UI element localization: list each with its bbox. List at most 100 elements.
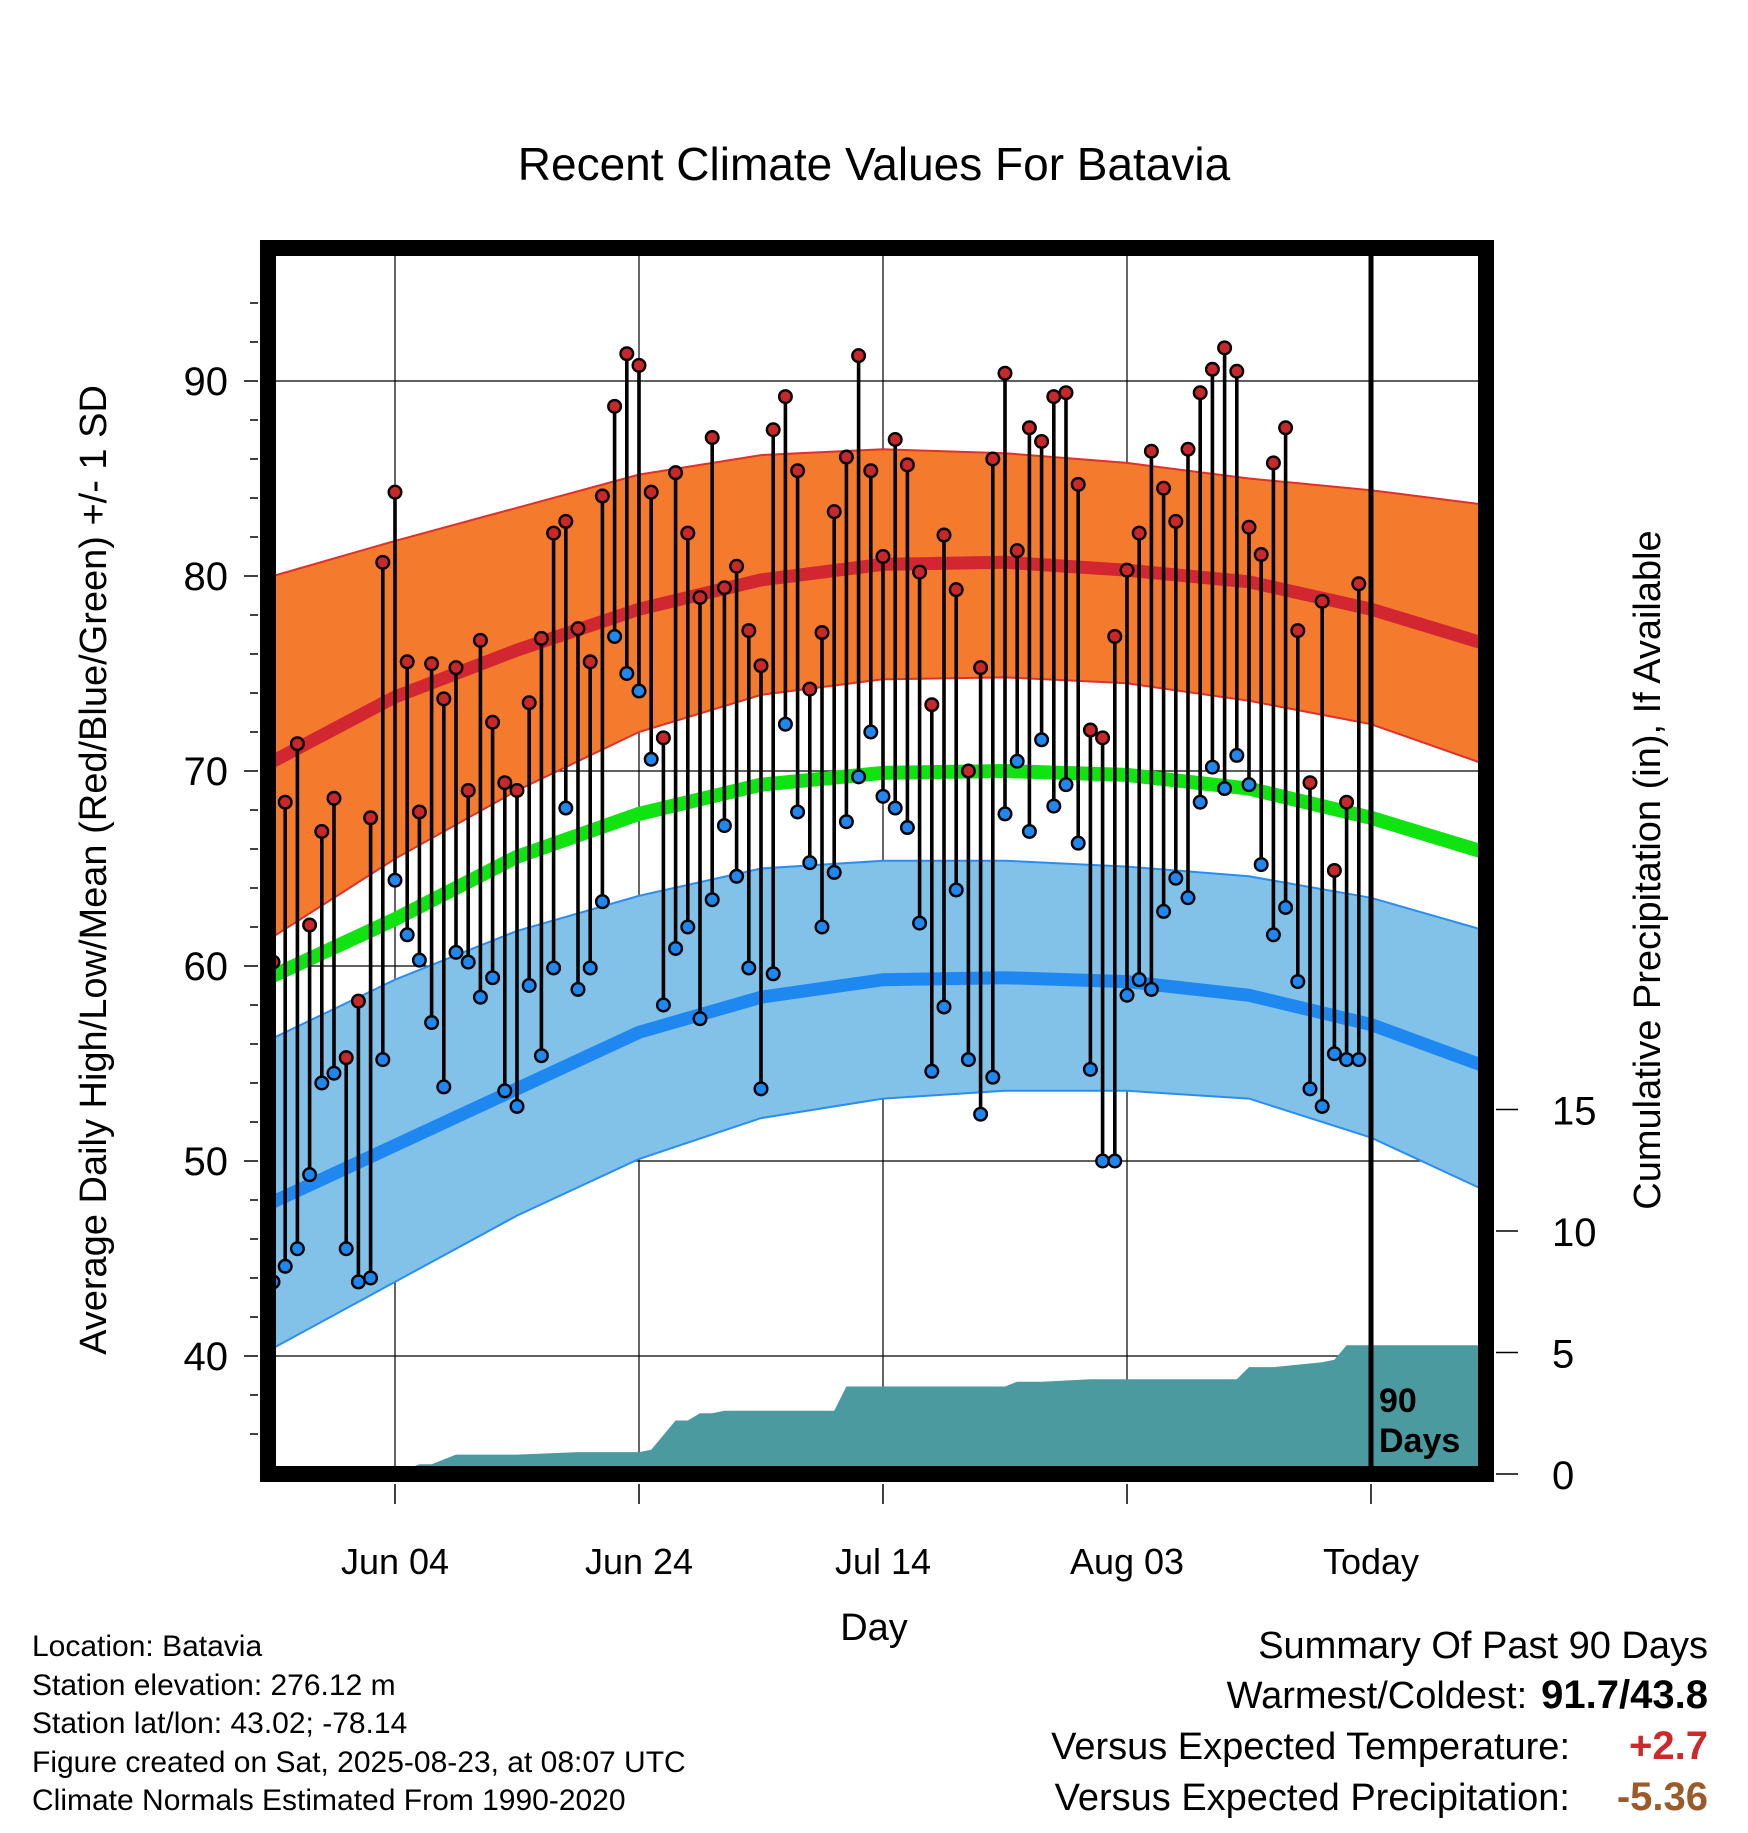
daily-low-point — [777, 716, 793, 732]
daily-low-point — [607, 628, 623, 644]
daily-low-point — [411, 952, 427, 968]
daily-low-point — [1156, 903, 1172, 919]
daily-high-point — [436, 691, 452, 707]
daily-low-point — [704, 892, 720, 908]
daily-high-point — [887, 432, 903, 448]
daily-low-point — [1143, 981, 1159, 997]
daily-low-point — [350, 1274, 366, 1290]
y-tick-label: 80 — [184, 555, 229, 599]
daily-high-point — [338, 1050, 354, 1066]
daily-low-point — [1265, 927, 1281, 943]
daily-high-point — [387, 484, 403, 500]
daily-high-point — [936, 527, 952, 543]
temp-anomaly-row: Versus Expected Temperature: +2.7 — [1051, 1721, 1708, 1772]
daily-low-point — [1351, 1052, 1367, 1068]
daily-high-point — [485, 714, 501, 730]
daily-low-point — [399, 927, 415, 943]
y-axis-label: Average Daily High/Low/Mean (Red/Blue/Gr… — [73, 385, 115, 1355]
daily-high-point — [973, 660, 989, 676]
daily-high-point — [1290, 623, 1306, 639]
daily-low-point — [1070, 835, 1086, 851]
daily-high-point — [570, 621, 586, 637]
daily-low-point — [1119, 987, 1135, 1003]
summary-panel: Summary Of Past 90 Days Warmest/Coldest:… — [1051, 1622, 1708, 1823]
daily-high-point — [277, 794, 293, 810]
daily-low-point — [1192, 794, 1208, 810]
daily-high-point — [814, 625, 830, 641]
daily-high-point — [729, 558, 745, 574]
daily-high-point — [411, 804, 427, 820]
daily-high-point — [704, 430, 720, 446]
daily-high-point — [1156, 480, 1172, 496]
x-tick-label: Aug 03 — [1070, 1541, 1184, 1582]
daily-high-point — [1229, 363, 1245, 379]
daily-low-point — [460, 954, 476, 970]
daily-low-point — [1034, 732, 1050, 748]
daily-high-point — [1253, 547, 1269, 563]
low-mean-line — [271, 971, 1483, 1208]
daily-high-point — [1217, 340, 1233, 356]
daily-low-point — [387, 872, 403, 888]
daily-low-point — [546, 960, 562, 976]
daily-high-point — [1241, 519, 1257, 535]
daily-high-point — [631, 357, 647, 373]
daily-high-point — [533, 630, 549, 646]
daily-high-point — [558, 513, 574, 529]
daily-high-point — [960, 763, 976, 779]
daily-high-point — [1095, 730, 1111, 746]
daily-low-point — [1131, 972, 1147, 988]
daily-low-point — [582, 960, 598, 976]
daily-low-point — [1278, 900, 1294, 916]
daily-low-point — [485, 970, 501, 986]
daily-high-point — [1021, 420, 1037, 436]
daily-high-point — [1204, 361, 1220, 377]
daily-low-point — [619, 666, 635, 682]
daily-high-point — [643, 484, 659, 500]
daily-high-point — [777, 389, 793, 405]
daily-high-point — [1009, 543, 1025, 559]
daily-high-point — [375, 554, 391, 570]
daily-low-point — [1241, 777, 1257, 793]
daily-high-point — [851, 348, 867, 364]
daily-high-point — [899, 457, 915, 473]
daily-low-point — [765, 966, 781, 982]
daily-low-point — [973, 1106, 989, 1122]
daily-low-point — [277, 1258, 293, 1274]
daily-high-point — [594, 488, 610, 504]
daily-low-point — [668, 940, 684, 956]
daily-low-point — [363, 1270, 379, 1286]
daily-low-point — [338, 1241, 354, 1257]
daily-low-point — [838, 814, 854, 830]
daily-high-point — [1143, 443, 1159, 459]
daily-high-point — [1168, 513, 1184, 529]
y-tick-label: 60 — [184, 945, 229, 989]
daily-low-point — [802, 855, 818, 871]
daily-high-point — [1302, 775, 1318, 791]
daily-low-point — [899, 820, 915, 836]
daily-high-point — [924, 697, 940, 713]
daily-high-point — [716, 580, 732, 596]
elevation-text: Station elevation: 276.12 m — [32, 1668, 396, 1702]
daily-low-point — [509, 1098, 525, 1114]
daily-low-point — [851, 769, 867, 785]
warm-cold-value: 91.7/43.8 — [1541, 1673, 1708, 1717]
x-axis-label: Day — [840, 1607, 908, 1649]
daily-high-point — [655, 730, 671, 746]
daily-high-point — [802, 681, 818, 697]
warm-cold-label: Warmest/Coldest: — [1226, 1675, 1528, 1717]
y2-tick-label: 5 — [1552, 1333, 1574, 1377]
daily-low-point — [1009, 753, 1025, 769]
daily-low-point — [948, 882, 964, 898]
daily-low-point — [997, 806, 1013, 822]
daily-low-point — [680, 919, 696, 935]
daily-low-point — [875, 788, 891, 804]
daily-low-point — [1107, 1153, 1123, 1169]
summary-title: Summary Of Past 90 Days — [1258, 1625, 1708, 1667]
daily-low-point — [643, 751, 659, 767]
daily-low-point — [436, 1079, 452, 1095]
daily-low-point — [533, 1048, 549, 1064]
daily-high-point — [680, 525, 696, 541]
daily-low-point — [1229, 747, 1245, 763]
y2-tick-label: 0 — [1552, 1454, 1574, 1498]
daily-low-point — [594, 894, 610, 910]
